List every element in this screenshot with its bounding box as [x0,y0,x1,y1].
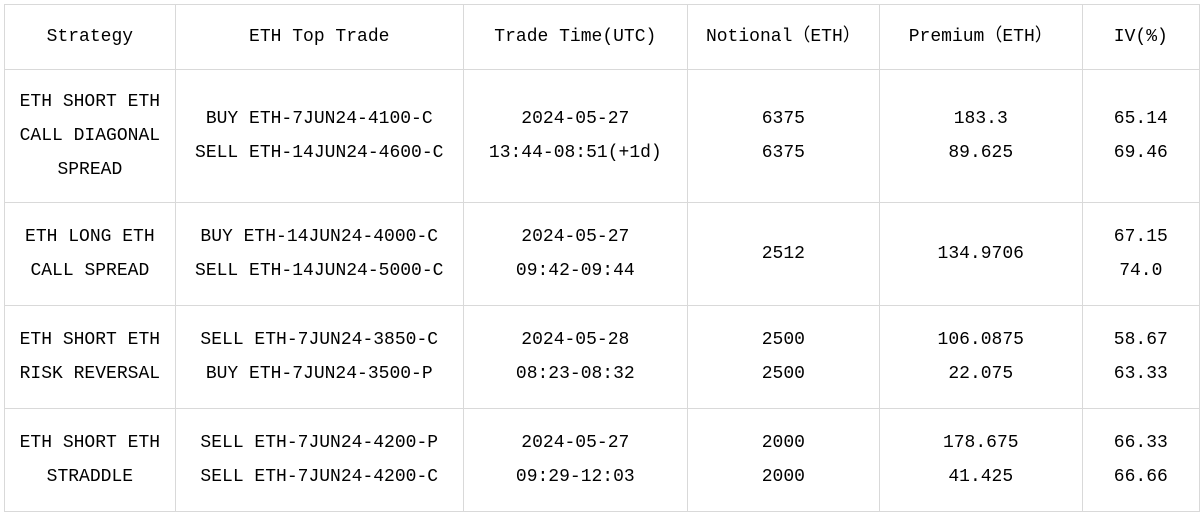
cell-notional: 63756375 [687,70,879,203]
cell-line: 2512 [692,237,875,271]
cell-line: 2024-05-27 [468,426,683,460]
cell-trade: SELL ETH-7JUN24-3850-CBUY ETH-7JUN24-350… [175,306,463,409]
cell-strategy: ETH LONG ETHCALL SPREAD [5,203,176,306]
table-row: ETH LONG ETHCALL SPREADBUY ETH-14JUN24-4… [5,203,1200,306]
cell-premium: 183.389.625 [879,70,1082,203]
cell-strategy: ETH SHORT ETHCALL DIAGONALSPREAD [5,70,176,203]
cell-line: 09:42-09:44 [468,254,683,288]
cell-line: ETH SHORT ETH [9,426,171,460]
cell-line: 89.625 [884,136,1078,170]
cell-line: 2000 [692,460,875,494]
cell-line: 2500 [692,323,875,357]
cell-line: SELL ETH-7JUN24-4200-C [180,460,459,494]
cell-iv: 66.3366.66 [1082,409,1199,512]
cell-line: 69.46 [1087,136,1195,170]
table-header-row: StrategyETH Top TradeTrade Time(UTC)Noti… [5,5,1200,70]
col-header-5: IV(%) [1082,5,1199,70]
eth-trades-table: StrategyETH Top TradeTrade Time(UTC)Noti… [4,4,1200,512]
cell-line: 63.33 [1087,357,1195,391]
cell-line: 08:23-08:32 [468,357,683,391]
table-row: ETH SHORT ETHSTRADDLESELL ETH-7JUN24-420… [5,409,1200,512]
cell-strategy: ETH SHORT ETHRISK REVERSAL [5,306,176,409]
cell-premium: 134.9706 [879,203,1082,306]
cell-line: BUY ETH-7JUN24-4100-C [180,102,459,136]
cell-time: 2024-05-2709:42-09:44 [463,203,687,306]
cell-iv: 67.1574.0 [1082,203,1199,306]
cell-notional: 20002000 [687,409,879,512]
cell-line: 2024-05-27 [468,220,683,254]
cell-line: 65.14 [1087,102,1195,136]
cell-line: SPREAD [9,153,171,187]
cell-line: 09:29-12:03 [468,460,683,494]
cell-line: ETH SHORT ETH [9,323,171,357]
table-header: StrategyETH Top TradeTrade Time(UTC)Noti… [5,5,1200,70]
cell-line: SELL ETH-14JUN24-5000-C [180,254,459,288]
cell-line: 2024-05-27 [468,102,683,136]
cell-line: 2024-05-28 [468,323,683,357]
cell-line: 41.425 [884,460,1078,494]
cell-premium: 178.67541.425 [879,409,1082,512]
cell-line: 183.3 [884,102,1078,136]
cell-line: 178.675 [884,426,1078,460]
cell-line: 134.9706 [884,237,1078,271]
cell-line: 13:44-08:51(+1d) [468,136,683,170]
cell-notional: 25002500 [687,306,879,409]
cell-line: 67.15 [1087,220,1195,254]
cell-trade: SELL ETH-7JUN24-4200-PSELL ETH-7JUN24-42… [175,409,463,512]
col-header-0: Strategy [5,5,176,70]
cell-time: 2024-05-2713:44-08:51(+1d) [463,70,687,203]
cell-time: 2024-05-2808:23-08:32 [463,306,687,409]
cell-iv: 65.1469.46 [1082,70,1199,203]
cell-line: 2500 [692,357,875,391]
cell-line: 74.0 [1087,254,1195,288]
col-header-1: ETH Top Trade [175,5,463,70]
cell-line: 2000 [692,426,875,460]
cell-line: 6375 [692,102,875,136]
cell-trade: BUY ETH-7JUN24-4100-CSELL ETH-14JUN24-46… [175,70,463,203]
cell-line: CALL DIAGONAL [9,119,171,153]
cell-premium: 106.087522.075 [879,306,1082,409]
cell-line: STRADDLE [9,460,171,494]
cell-line: ETH SHORT ETH [9,85,171,119]
table-row: ETH SHORT ETHCALL DIAGONALSPREADBUY ETH-… [5,70,1200,203]
cell-notional: 2512 [687,203,879,306]
cell-line: 106.0875 [884,323,1078,357]
cell-iv: 58.6763.33 [1082,306,1199,409]
col-header-2: Trade Time(UTC) [463,5,687,70]
table-row: ETH SHORT ETHRISK REVERSALSELL ETH-7JUN2… [5,306,1200,409]
cell-line: BUY ETH-14JUN24-4000-C [180,220,459,254]
cell-line: BUY ETH-7JUN24-3500-P [180,357,459,391]
cell-strategy: ETH SHORT ETHSTRADDLE [5,409,176,512]
cell-line: SELL ETH-7JUN24-3850-C [180,323,459,357]
cell-line: CALL SPREAD [9,254,171,288]
cell-line: 58.67 [1087,323,1195,357]
cell-line: SELL ETH-7JUN24-4200-P [180,426,459,460]
cell-line: RISK REVERSAL [9,357,171,391]
cell-line: ETH LONG ETH [9,220,171,254]
cell-line: 6375 [692,136,875,170]
cell-line: 22.075 [884,357,1078,391]
cell-line: 66.33 [1087,426,1195,460]
table-body: ETH SHORT ETHCALL DIAGONALSPREADBUY ETH-… [5,70,1200,512]
cell-line: 66.66 [1087,460,1195,494]
cell-line: SELL ETH-14JUN24-4600-C [180,136,459,170]
col-header-4: Premium（ETH） [879,5,1082,70]
cell-time: 2024-05-2709:29-12:03 [463,409,687,512]
cell-trade: BUY ETH-14JUN24-4000-CSELL ETH-14JUN24-5… [175,203,463,306]
col-header-3: Notional（ETH） [687,5,879,70]
